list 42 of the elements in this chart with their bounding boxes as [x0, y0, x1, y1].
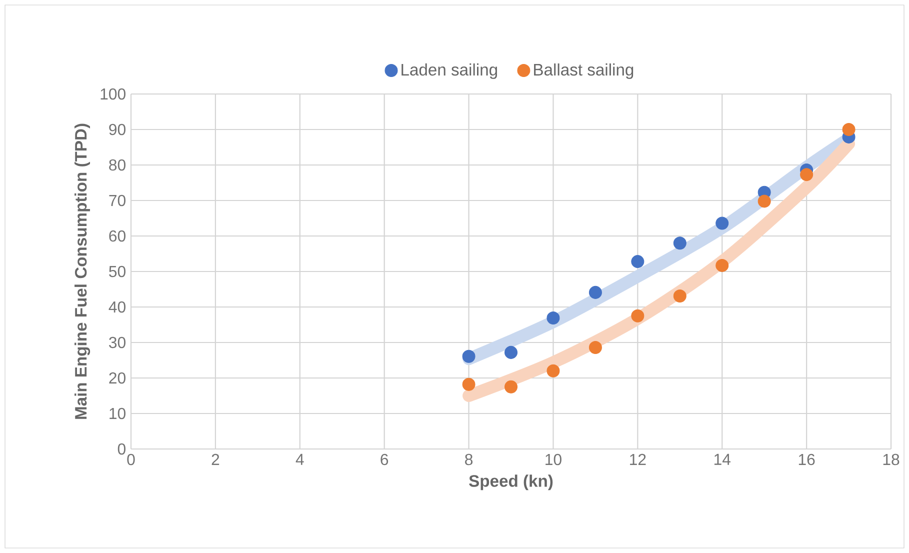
- y-tick-label: 50: [109, 266, 126, 278]
- x-tick-label: 14: [714, 454, 730, 465]
- x-tick-label: 12: [630, 454, 646, 465]
- point: [588, 340, 602, 354]
- y-tick-label: 0: [118, 443, 126, 455]
- point: [842, 122, 856, 136]
- point: [546, 364, 560, 378]
- x-tick-label: 8: [465, 454, 473, 466]
- legend-label: Ballast sailing: [534, 63, 634, 79]
- point: [716, 258, 729, 272]
- point: [716, 216, 729, 230]
- x-tick-label: 16: [798, 454, 815, 466]
- point: [504, 346, 518, 359]
- y-tick-label: 10: [110, 408, 126, 420]
- point: [546, 312, 560, 325]
- point: [504, 380, 518, 394]
- point: [631, 255, 644, 268]
- x-tick-label: 2: [212, 454, 220, 465]
- x-tick-label: 6: [380, 454, 388, 466]
- point: [800, 168, 814, 182]
- y-tick-label: 80: [109, 159, 126, 171]
- point: [631, 309, 644, 322]
- x-tick-label: 0: [127, 454, 135, 466]
- y-tick-label: 60: [109, 230, 126, 242]
- point: [673, 236, 686, 250]
- point: [462, 378, 476, 391]
- point: [673, 289, 686, 302]
- x-tick-label: 18: [883, 454, 900, 466]
- y-axis-title: Main Engine Fuel Consumption (TPD): [74, 124, 90, 419]
- y-tick-label: 70: [109, 194, 126, 206]
- x-axis-title: Speed (kn): [469, 474, 553, 490]
- legend-label: Laden sailing: [402, 63, 497, 79]
- y-tick-label: 20: [109, 372, 126, 384]
- point: [462, 350, 476, 363]
- y-tick-label: 40: [108, 301, 126, 313]
- y-tick-label: 90: [109, 124, 126, 136]
- y-tick-label: 30: [109, 336, 126, 348]
- y-tick-label: 100: [100, 88, 126, 100]
- point: [588, 286, 602, 299]
- x-tick-label: 10: [546, 454, 562, 466]
- point: [758, 194, 771, 208]
- x-tick-label: 4: [296, 454, 304, 465]
